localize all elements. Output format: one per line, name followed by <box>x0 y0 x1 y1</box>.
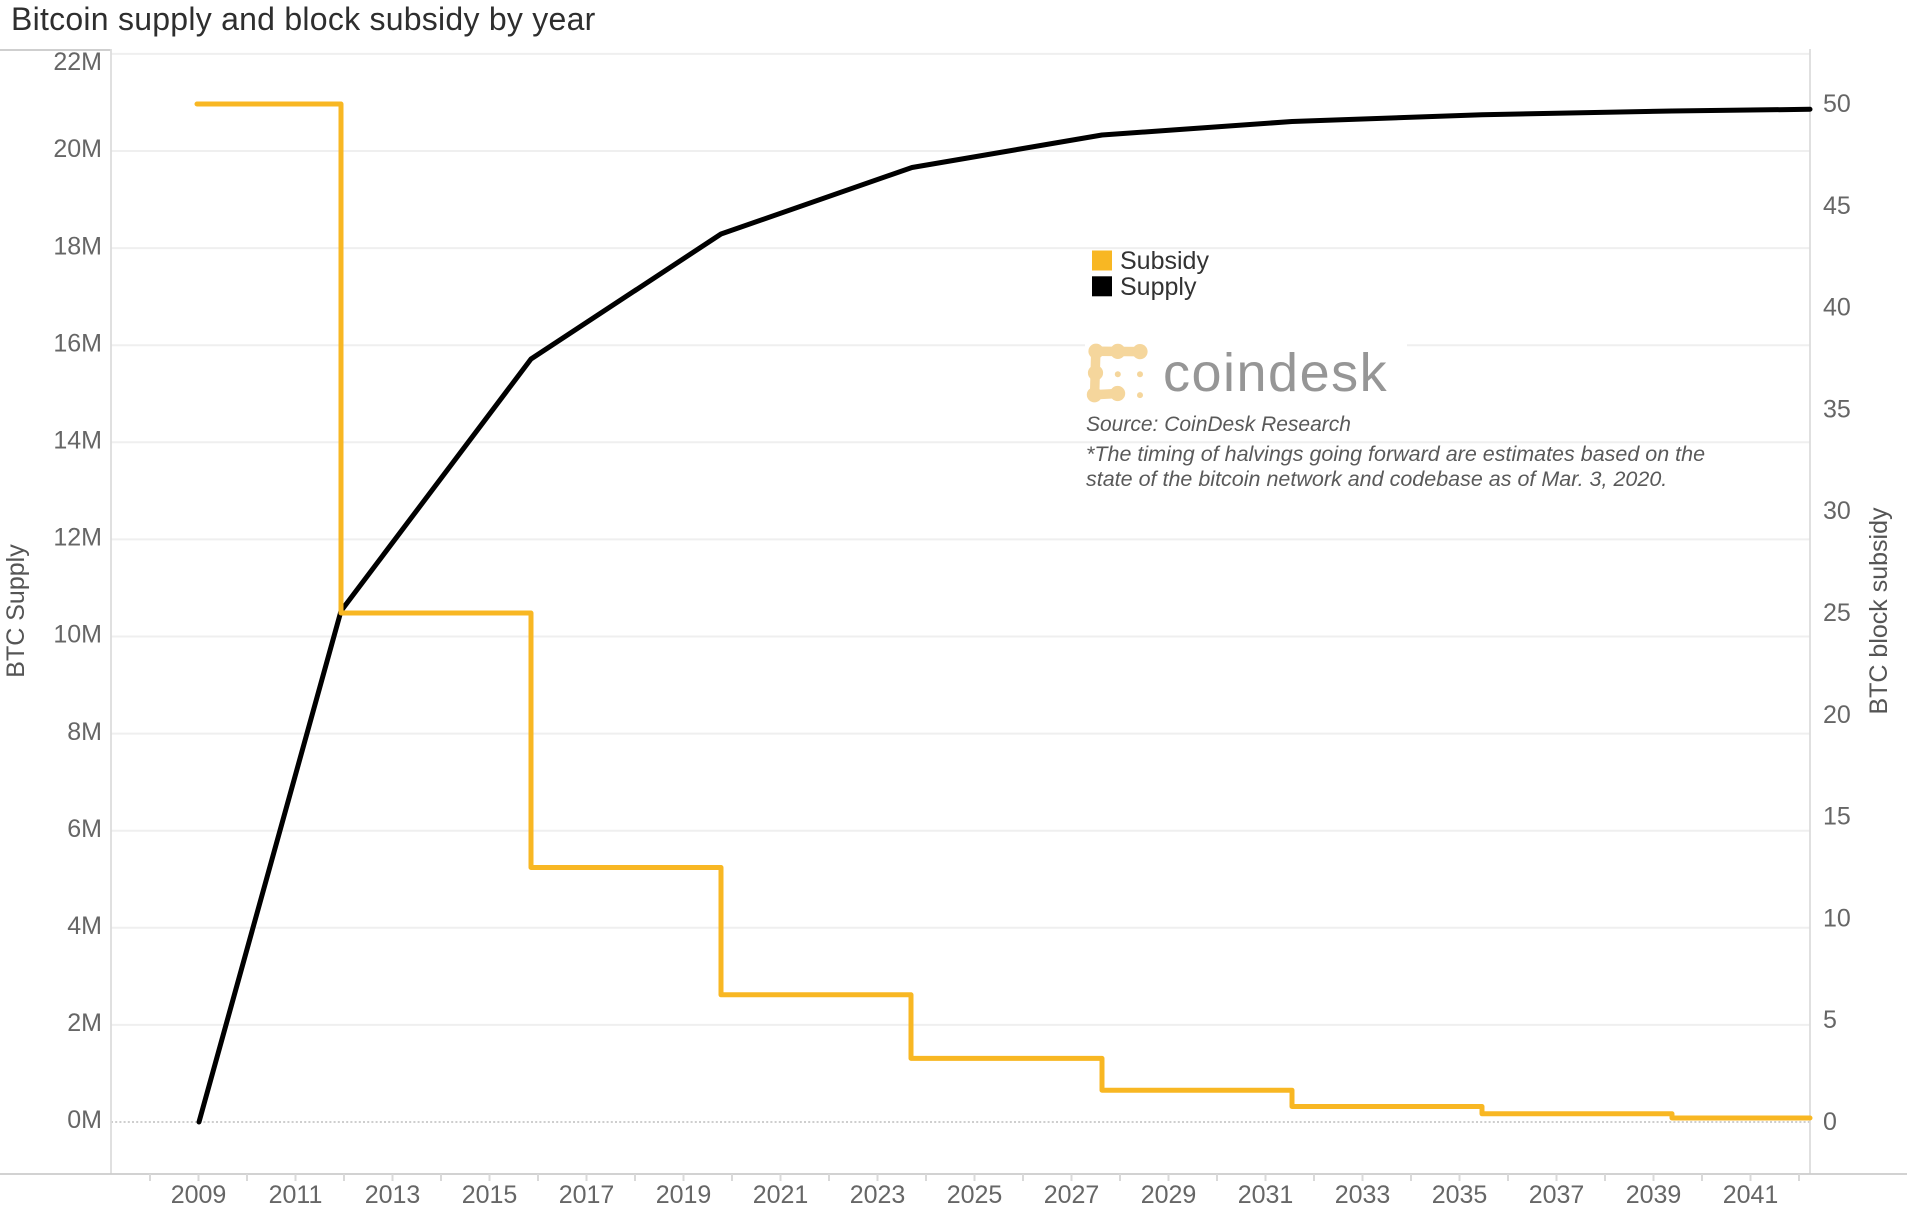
svg-text:22M: 22M <box>53 48 102 76</box>
svg-text:2025: 2025 <box>947 1181 1003 1209</box>
svg-text:Supply: Supply <box>1120 273 1197 301</box>
svg-text:35: 35 <box>1823 395 1851 423</box>
svg-text:50: 50 <box>1823 90 1851 118</box>
svg-text:2015: 2015 <box>462 1181 518 1209</box>
svg-text:2027: 2027 <box>1044 1181 1100 1209</box>
svg-text:2041: 2041 <box>1723 1181 1779 1209</box>
svg-text:4M: 4M <box>67 912 102 940</box>
svg-text:2029: 2029 <box>1141 1181 1197 1209</box>
svg-text:2013: 2013 <box>365 1181 421 1209</box>
svg-text:5: 5 <box>1823 1006 1837 1034</box>
svg-text:16M: 16M <box>53 329 102 357</box>
svg-text:45: 45 <box>1823 192 1851 220</box>
svg-text:2011: 2011 <box>269 1181 323 1209</box>
svg-text:*The timing of halvings going: *The timing of halvings going forward ar… <box>1086 442 1705 466</box>
svg-text:coindesk: coindesk <box>1163 343 1388 403</box>
svg-text:state of the bitcoin network a: state of the bitcoin network and codebas… <box>1086 467 1667 491</box>
svg-text:0M: 0M <box>67 1106 102 1134</box>
svg-text:2M: 2M <box>67 1009 102 1037</box>
svg-text:2019: 2019 <box>656 1181 712 1209</box>
svg-text:2031: 2031 <box>1238 1181 1294 1209</box>
svg-text:30: 30 <box>1823 497 1851 525</box>
svg-text:0: 0 <box>1823 1108 1837 1136</box>
svg-text:2037: 2037 <box>1529 1181 1585 1209</box>
svg-text:14M: 14M <box>53 427 102 455</box>
svg-text:10: 10 <box>1823 904 1851 932</box>
svg-text:2021: 2021 <box>753 1181 809 1209</box>
svg-text:6M: 6M <box>67 815 102 843</box>
svg-text:40: 40 <box>1823 294 1851 322</box>
svg-text:2017: 2017 <box>559 1181 615 1209</box>
svg-text:20M: 20M <box>53 135 102 163</box>
svg-text:18M: 18M <box>53 232 102 260</box>
svg-text:25: 25 <box>1823 599 1851 627</box>
svg-text:10M: 10M <box>53 621 102 649</box>
svg-text:BTC block subsidy: BTC block subsidy <box>1865 507 1893 715</box>
svg-text:8M: 8M <box>67 718 102 746</box>
svg-text:12M: 12M <box>53 524 102 552</box>
svg-text:2009: 2009 <box>171 1181 227 1209</box>
svg-text:20: 20 <box>1823 701 1851 729</box>
svg-text:Subsidy: Subsidy <box>1120 247 1209 275</box>
svg-text:Source: CoinDesk Research: Source: CoinDesk Research <box>1086 413 1351 436</box>
svg-text:15: 15 <box>1823 803 1851 831</box>
svg-text:2035: 2035 <box>1432 1181 1488 1209</box>
svg-text:2039: 2039 <box>1626 1181 1682 1209</box>
svg-text:BTC Supply: BTC Supply <box>2 544 30 678</box>
svg-text:2023: 2023 <box>850 1181 906 1209</box>
svg-text:2033: 2033 <box>1335 1181 1391 1209</box>
